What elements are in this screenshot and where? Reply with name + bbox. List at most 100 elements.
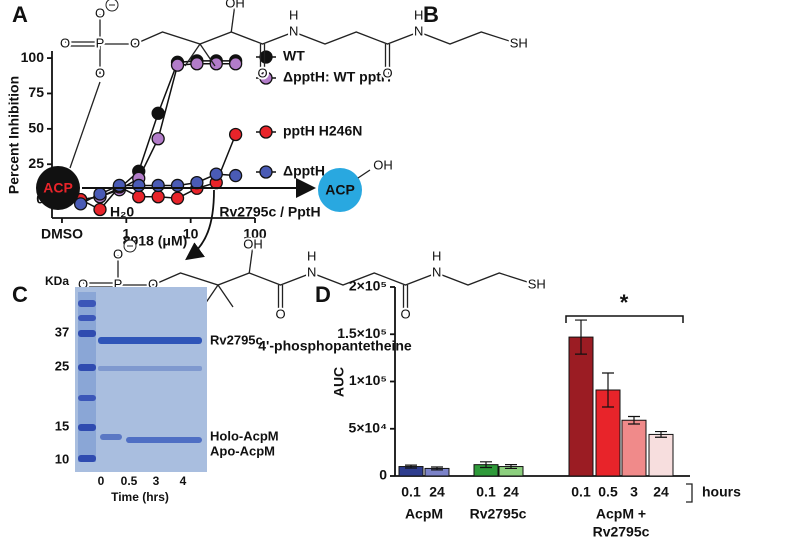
bar bbox=[621, 419, 647, 477]
ladder-label: 15 bbox=[55, 418, 69, 433]
protein-band bbox=[126, 437, 202, 443]
release-arrow bbox=[185, 189, 215, 261]
ladder-band bbox=[78, 300, 96, 307]
atom-label: O bbox=[382, 65, 392, 80]
data-point bbox=[209, 167, 223, 181]
data-point bbox=[209, 57, 223, 71]
x-tick-label: 0.5 bbox=[598, 484, 618, 500]
legend-marker bbox=[259, 71, 273, 85]
ladder-band bbox=[78, 455, 96, 462]
series-line bbox=[61, 173, 236, 205]
series-line bbox=[61, 134, 237, 211]
atom-label: H bbox=[307, 248, 316, 263]
data-point bbox=[151, 132, 165, 146]
error-bar bbox=[575, 319, 587, 355]
bond bbox=[230, 3, 236, 33]
data-point bbox=[151, 178, 165, 193]
atom-label: N bbox=[414, 23, 423, 38]
group-label: Rv2795c bbox=[593, 524, 650, 540]
x-tick-label: 3 bbox=[630, 484, 638, 500]
panel-label: A bbox=[12, 2, 28, 27]
y-tick-label: 1×10⁵ bbox=[349, 372, 387, 388]
byproduct: 4'-phosphopantetheine bbox=[258, 338, 412, 354]
bar-chart: 0 5×10⁴ 1×10⁵ 1.5×10⁵ 2×10⁵ 0.1 24 0.1 24 0.1 0.5 3… bbox=[337, 278, 690, 540]
protein-band bbox=[98, 337, 202, 344]
lane-label: 0.5 bbox=[121, 474, 138, 488]
atom-label: O bbox=[95, 5, 105, 20]
y-tick-label: 5×10⁴ bbox=[349, 419, 388, 435]
data-point bbox=[132, 178, 146, 193]
panel-label: D bbox=[315, 282, 331, 307]
y-tick-label: 25 bbox=[28, 155, 44, 171]
group-label: Rv2795c bbox=[470, 506, 527, 522]
y-tick-label: 50 bbox=[28, 120, 44, 136]
legend-marker bbox=[259, 50, 273, 64]
data-point bbox=[228, 57, 243, 71]
protein-band bbox=[98, 366, 202, 371]
data-point bbox=[132, 190, 146, 204]
group-label: AcpM bbox=[405, 506, 443, 522]
x-tick-label: 100 bbox=[243, 226, 267, 242]
ladder-band bbox=[78, 315, 96, 321]
x-axis-label: 8918 (μM) bbox=[123, 233, 188, 249]
x-tick-label: 24 bbox=[503, 484, 519, 500]
reagent: H₂0 bbox=[110, 204, 134, 220]
gel-unit: KDa bbox=[45, 274, 69, 288]
atom-label: P bbox=[96, 35, 105, 50]
ladder-band bbox=[78, 330, 96, 337]
legend-label: ΔpptH: WT pptH bbox=[283, 69, 391, 85]
band-label: Apo-AcpM bbox=[210, 443, 275, 458]
significance-bracket bbox=[565, 315, 684, 323]
band-label: Rv2795c bbox=[210, 332, 263, 347]
data-point bbox=[170, 178, 185, 193]
legend-label: ΔpptH bbox=[283, 163, 325, 179]
bond bbox=[184, 43, 201, 67]
group-label: AcpM + bbox=[596, 506, 646, 522]
x-tick-label: 24 bbox=[429, 484, 445, 500]
atom-label: O bbox=[130, 35, 140, 50]
atom-label: N bbox=[307, 264, 316, 279]
panel-label: C bbox=[12, 282, 28, 307]
data-point bbox=[228, 127, 243, 142]
error-bar bbox=[628, 415, 640, 425]
lane-label: 0 bbox=[98, 474, 105, 488]
atom-label: O bbox=[60, 35, 70, 50]
y-axis-label: Percent Inhibition bbox=[6, 76, 22, 194]
bond bbox=[134, 31, 519, 45]
legend-label: pptH H246N bbox=[283, 123, 362, 139]
atom-label: N bbox=[432, 264, 441, 279]
atom-label: SH bbox=[528, 276, 546, 291]
band-label: Holo-AcpM bbox=[210, 428, 279, 443]
data-point bbox=[112, 178, 127, 193]
bond bbox=[248, 244, 254, 274]
ladder-band bbox=[78, 395, 96, 401]
error-bar bbox=[602, 372, 614, 408]
data-point bbox=[93, 202, 107, 217]
x-tick-label: DMSO bbox=[41, 226, 83, 242]
x-unit: hours bbox=[702, 484, 741, 500]
gel: KDa 37 25 15 10 Rv2795c Holo-AcpM Apo-Ac… bbox=[45, 274, 279, 504]
reaction-diagram: ACP ACP OH H₂0 Rv2795c / PptH 4'-phospho… bbox=[36, 0, 548, 354]
data-point bbox=[151, 106, 165, 120]
acp-label: ACP bbox=[43, 180, 73, 196]
acp-holo bbox=[36, 166, 80, 210]
data-point bbox=[93, 187, 107, 201]
x-tick-label: 0.1 bbox=[571, 484, 591, 500]
y-tick-label: 0 bbox=[379, 467, 387, 483]
protein-band bbox=[100, 434, 122, 440]
series-line bbox=[61, 62, 236, 201]
enzyme: Rv2795c / PptH bbox=[219, 204, 320, 220]
bar bbox=[568, 336, 594, 477]
atom-label: H bbox=[414, 7, 423, 22]
y-tick-label: 1.5×10⁵ bbox=[337, 325, 387, 341]
atom-label: OH bbox=[243, 236, 263, 251]
error-bar bbox=[480, 461, 492, 469]
data-point bbox=[228, 168, 243, 183]
atom-label: O bbox=[257, 65, 267, 80]
atom-label: N bbox=[289, 23, 298, 38]
lane-label: 4 bbox=[180, 474, 187, 488]
ladder-label: 25 bbox=[55, 358, 69, 373]
x-tick-label: 0.1 bbox=[401, 484, 421, 500]
error-bar bbox=[505, 464, 517, 470]
